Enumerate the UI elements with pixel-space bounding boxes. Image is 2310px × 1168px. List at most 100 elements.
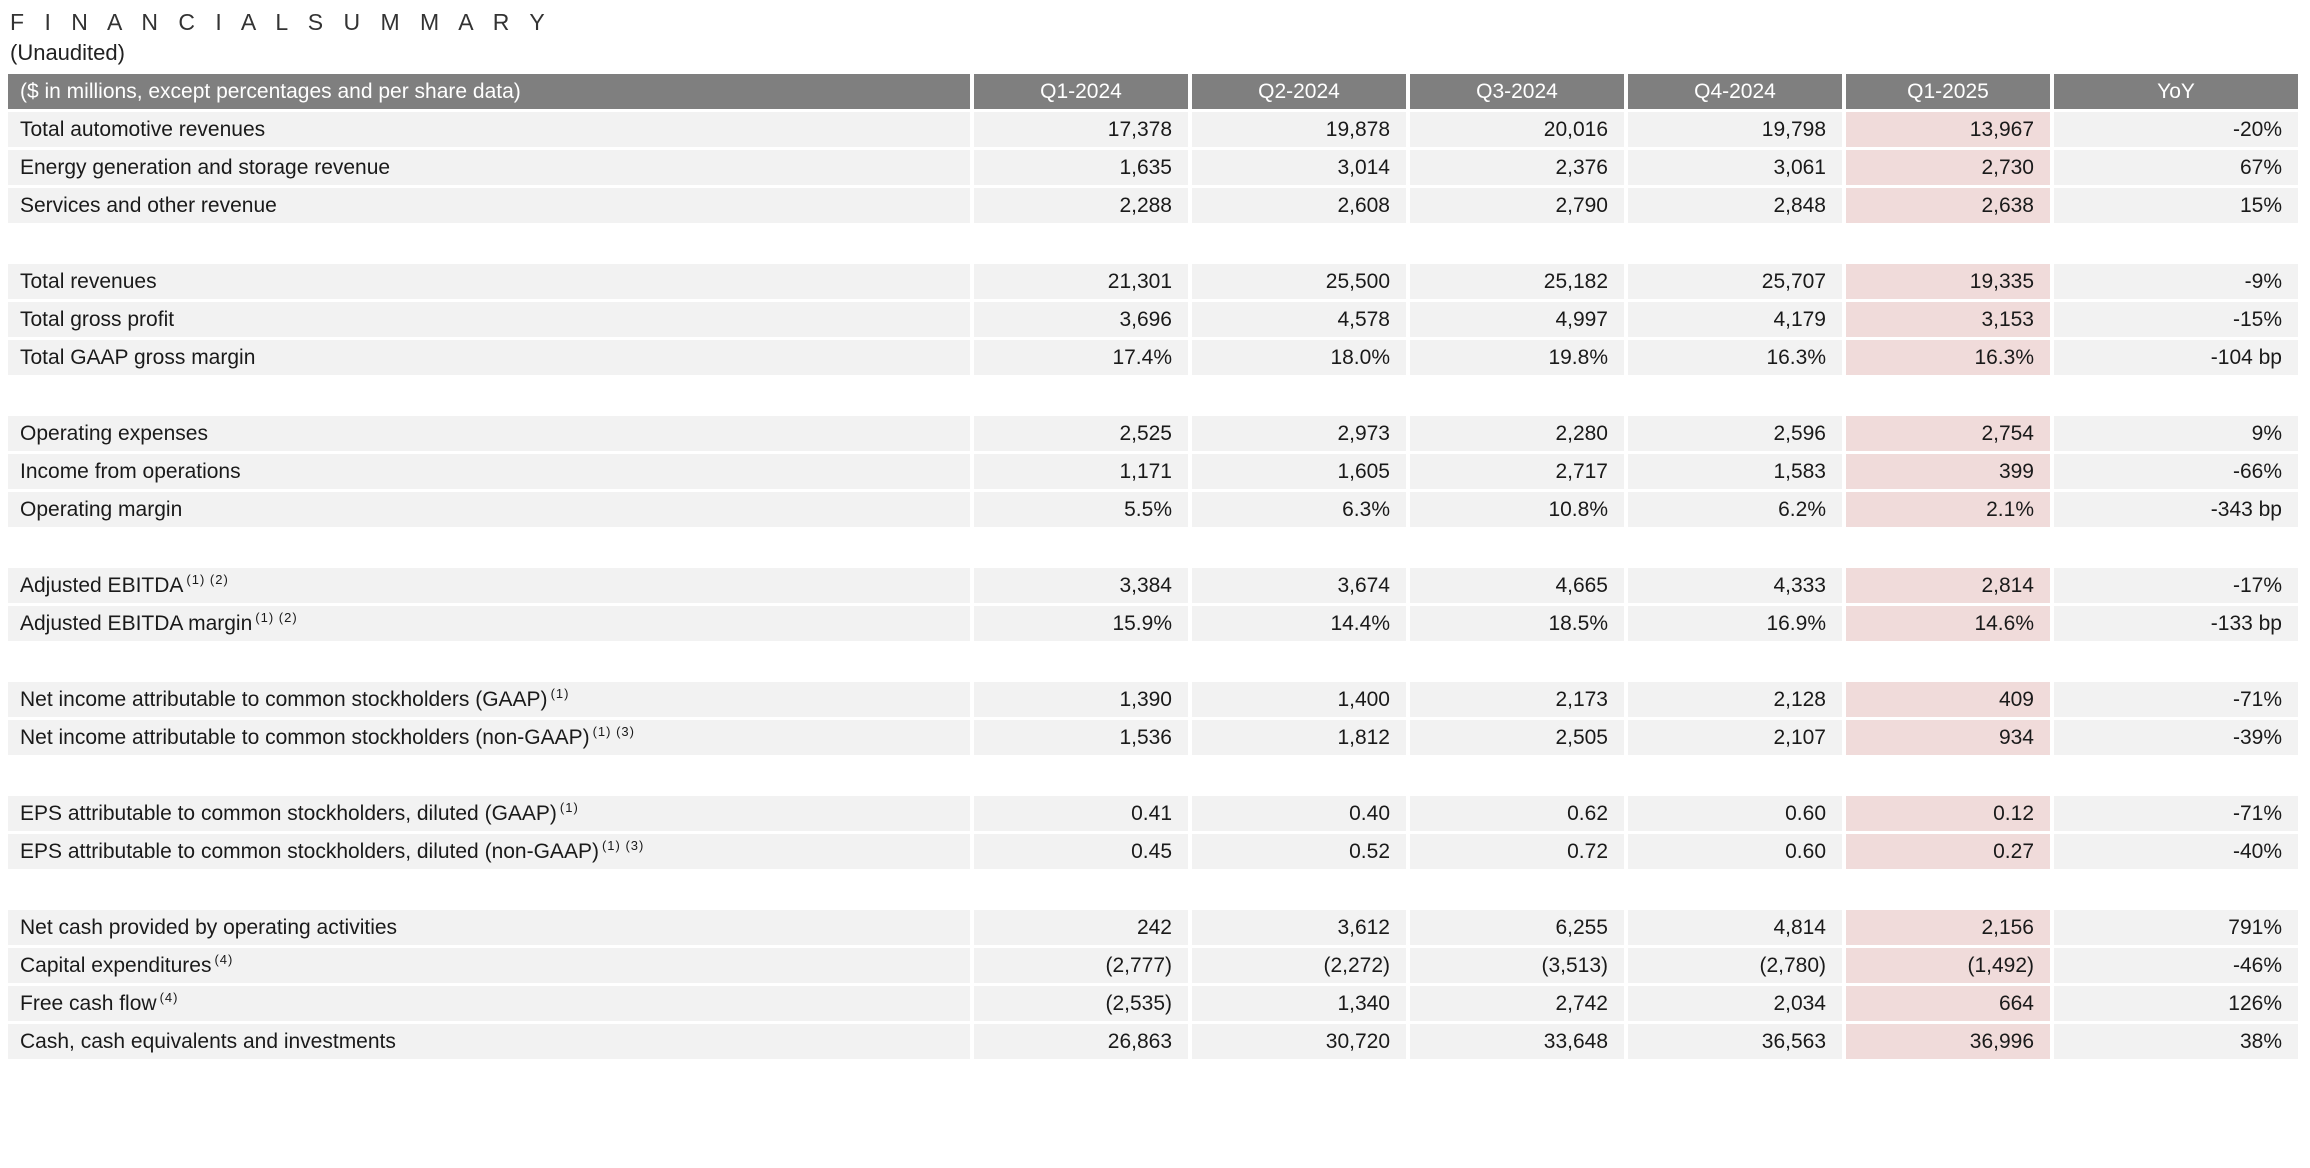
table-row: Adjusted EBITDA margin (1) (2) 15.9% 14.4% 1… — [8, 606, 2302, 645]
value-cell-yoy: -343 bp — [2054, 492, 2302, 531]
table-row: Energy generation and storage revenue 1,6… — [8, 150, 2302, 189]
table-body: Total automotive revenues 17,378 19,878 20,… — [8, 112, 2302, 1063]
value-cell-yoy: 126% — [2054, 986, 2302, 1025]
value-cell-q1-2025: 36,996 — [1846, 1024, 2054, 1063]
value-cell-q2-2024: 6.3% — [1192, 492, 1410, 531]
value-cell-q1-2025: 934 — [1846, 720, 2054, 759]
value-cell-q1-2024: 0.41 — [974, 796, 1192, 835]
value-cell-q4-2024: 16.9% — [1628, 606, 1846, 645]
value-cell-q1-2025: 16.3% — [1846, 340, 2054, 379]
value-cell-q1-2024: 2,288 — [974, 188, 1192, 227]
value-cell-yoy: -17% — [2054, 568, 2302, 607]
value-cell-q1-2025: 2.1% — [1846, 492, 2054, 531]
table-row: Total gross profit 3,696 4,578 4,997 4,179 3,… — [8, 302, 2302, 341]
table-row: Total automotive revenues 17,378 19,878 20,… — [8, 112, 2302, 151]
value-cell-q4-2024: 2,848 — [1628, 188, 1846, 227]
column-header-q4-2024: Q4-2024 — [1628, 74, 1846, 113]
value-cell-q3-2024: 2,742 — [1410, 986, 1628, 1025]
financial-summary-table: ($ in millions, except percentages and p… — [8, 74, 2302, 1063]
value-cell-q1-2024: (2,535) — [974, 986, 1192, 1025]
value-cell-q3-2024: 2,280 — [1410, 416, 1628, 455]
table-row: EPS attributable to common stockholders,… — [8, 796, 2302, 835]
value-cell-q2-2024: 1,340 — [1192, 986, 1410, 1025]
spacer-row — [8, 758, 2302, 797]
value-cell-q1-2024: (2,777) — [974, 948, 1192, 987]
value-cell-q1-2024: 1,390 — [974, 682, 1192, 721]
column-header-q2-2024: Q2-2024 — [1192, 74, 1410, 113]
value-cell-yoy: 38% — [2054, 1024, 2302, 1063]
spacer-row — [8, 226, 2302, 265]
value-cell-q4-2024: 2,034 — [1628, 986, 1846, 1025]
value-cell-yoy: -71% — [2054, 682, 2302, 721]
value-cell-q4-2024: 0.60 — [1628, 796, 1846, 835]
value-cell-q1-2025: (1,492) — [1846, 948, 2054, 987]
page-title: F I N A N C I A L S U M M A R Y — [10, 9, 552, 35]
column-header-q1-2024: Q1-2024 — [974, 74, 1192, 113]
table-row: Total revenues 21,301 25,500 25,182 25,707 19… — [8, 264, 2302, 303]
value-cell-q4-2024: 6.2% — [1628, 492, 1846, 531]
value-cell-q1-2025: 0.12 — [1846, 796, 2054, 835]
spacer-row — [8, 644, 2302, 683]
spacer-cell — [8, 530, 2302, 569]
value-cell-q1-2025: 2,156 — [1846, 910, 2054, 949]
row-label-cell: Total automotive revenues — [8, 112, 974, 151]
value-cell-q2-2024: 2,973 — [1192, 416, 1410, 455]
value-cell-q4-2024: 2,128 — [1628, 682, 1846, 721]
value-cell-yoy: 67% — [2054, 150, 2302, 189]
value-cell-q3-2024: 4,997 — [1410, 302, 1628, 341]
table-row: Free cash flow (4) (2,535) 1,340 2,742 2,034 6… — [8, 986, 2302, 1025]
value-cell-q3-2024: 25,182 — [1410, 264, 1628, 303]
spacer-cell — [8, 226, 2302, 265]
column-header-q3-2024: Q3-2024 — [1410, 74, 1628, 113]
value-cell-q1-2024: 21,301 — [974, 264, 1192, 303]
value-cell-q2-2024: 2,608 — [1192, 188, 1410, 227]
value-cell-q2-2024: 25,500 — [1192, 264, 1410, 303]
value-cell-q2-2024: 14.4% — [1192, 606, 1410, 645]
value-cell-yoy: 791% — [2054, 910, 2302, 949]
value-cell-q1-2024: 0.45 — [974, 834, 1192, 873]
row-label-cell: EPS attributable to common stockholders,… — [8, 796, 974, 835]
table-row: Operating expenses 2,525 2,973 2,280 2,596 2,… — [8, 416, 2302, 455]
value-cell-yoy: -20% — [2054, 112, 2302, 151]
value-cell-yoy: -15% — [2054, 302, 2302, 341]
value-cell-yoy: -9% — [2054, 264, 2302, 303]
value-cell-q1-2025: 14.6% — [1846, 606, 2054, 645]
row-label-cell: Net income attributable to common stockh… — [8, 720, 974, 759]
value-cell-q2-2024: 19,878 — [1192, 112, 1410, 151]
column-header-q1-2025: Q1-2025 — [1846, 74, 2054, 113]
value-cell-q3-2024: 18.5% — [1410, 606, 1628, 645]
row-label-cell: Cash, cash equivalents and investments — [8, 1024, 974, 1063]
row-label-cell: Total GAAP gross margin — [8, 340, 974, 379]
value-cell-q3-2024: 4,665 — [1410, 568, 1628, 607]
value-cell-q1-2025: 19,335 — [1846, 264, 2054, 303]
value-cell-q4-2024: 36,563 — [1628, 1024, 1846, 1063]
value-cell-q2-2024: 0.52 — [1192, 834, 1410, 873]
table-row: Income from operations 1,171 1,605 2,717 1,5… — [8, 454, 2302, 493]
row-label-cell: Adjusted EBITDA margin (1) (2) — [8, 606, 974, 645]
value-cell-q1-2024: 1,635 — [974, 150, 1192, 189]
footnote-marker: (4) — [159, 989, 179, 1005]
value-cell-yoy: -133 bp — [2054, 606, 2302, 645]
value-cell-q4-2024: 25,707 — [1628, 264, 1846, 303]
footnote-marker: (1) (2) — [255, 609, 298, 625]
column-header-yoy: YoY — [2054, 74, 2302, 113]
value-cell-q1-2025: 664 — [1846, 986, 2054, 1025]
value-cell-q4-2024: 4,179 — [1628, 302, 1846, 341]
value-cell-q3-2024: 10.8% — [1410, 492, 1628, 531]
value-cell-q1-2025: 399 — [1846, 454, 2054, 493]
value-cell-q1-2024: 15.9% — [974, 606, 1192, 645]
value-cell-q3-2024: 0.72 — [1410, 834, 1628, 873]
table-row: Capital expenditures (4) (2,777) (2,272) (3,… — [8, 948, 2302, 987]
value-cell-q3-2024: 2,173 — [1410, 682, 1628, 721]
value-cell-q1-2025: 3,153 — [1846, 302, 2054, 341]
value-cell-q1-2024: 17.4% — [974, 340, 1192, 379]
value-cell-q1-2024: 26,863 — [974, 1024, 1192, 1063]
value-cell-yoy: -39% — [2054, 720, 2302, 759]
value-cell-yoy: 15% — [2054, 188, 2302, 227]
row-label-cell: Free cash flow (4) — [8, 986, 974, 1025]
value-cell-q3-2024: 2,505 — [1410, 720, 1628, 759]
value-cell-q1-2024: 1,536 — [974, 720, 1192, 759]
value-cell-q1-2025: 0.27 — [1846, 834, 2054, 873]
row-label-cell: Total revenues — [8, 264, 974, 303]
value-cell-q4-2024: 1,583 — [1628, 454, 1846, 493]
